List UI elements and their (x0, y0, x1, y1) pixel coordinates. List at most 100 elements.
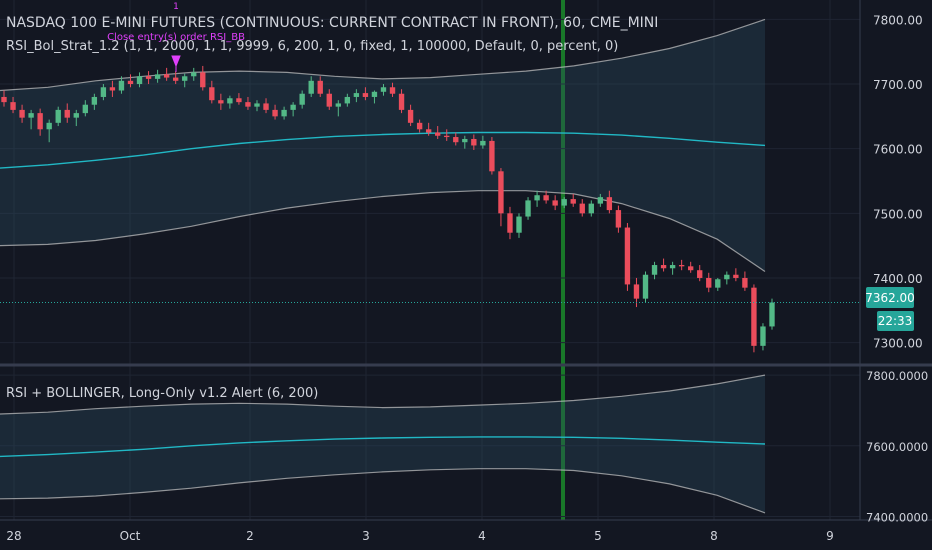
indicator-band-fill (0, 375, 765, 513)
basis-line (0, 131, 766, 169)
candle-body (751, 287, 757, 346)
candle-body (588, 203, 594, 214)
candle-body (471, 138, 477, 146)
candle-body (362, 93, 369, 97)
upper-band-line (0, 18, 766, 92)
candle-body (769, 302, 775, 327)
candle-body (353, 93, 360, 97)
candle-body (317, 80, 323, 94)
candle-body (706, 277, 712, 288)
candle-body (425, 129, 432, 133)
candle-body (561, 199, 567, 206)
bollinger-bands (0, 18, 766, 272)
candle-body (444, 135, 450, 138)
candle-body (10, 102, 16, 110)
candle-body (163, 74, 170, 78)
candle-body (326, 93, 332, 107)
candle-body (606, 197, 613, 211)
trade-marker-count: 1 (173, 2, 179, 12)
last-price-label: 7362.00 (865, 291, 915, 305)
candle-body (597, 197, 604, 204)
strategy-title[interactable]: RSI_Bol_Strat_1.2 (1, 1, 2000, 1, 1, 999… (6, 39, 618, 54)
candle-body (742, 277, 748, 288)
time-tick-label: 3 (362, 529, 370, 543)
candle-body (28, 113, 34, 118)
candle-body (389, 87, 396, 94)
candle-body (624, 227, 631, 285)
band-fill (0, 19, 765, 272)
candle-body (507, 213, 513, 233)
candle-body (579, 203, 585, 214)
candle-body (136, 76, 143, 85)
candle-body (688, 266, 694, 271)
candle-body (525, 200, 531, 217)
candle-body (109, 87, 116, 91)
candle-body (254, 103, 260, 107)
indicator-tick-label: 7400.0000 (866, 510, 928, 524)
candle-body (534, 195, 540, 201)
highlight-column (561, 0, 565, 520)
candle-body (290, 104, 296, 110)
indicator-basis-line (0, 436, 766, 458)
bar-countdown-label: 22:33 (878, 314, 913, 328)
time-tick-label: 8 (710, 529, 718, 543)
price-axis[interactable]: 7800.00 7700.00 7600.00 7500.00 7400.00 7300.… (866, 13, 928, 524)
time-axis[interactable]: 28 Oct 2 3 4 5 8 9 (6, 529, 833, 543)
candle-body (715, 279, 721, 288)
candle-body (724, 274, 730, 280)
candle-body (308, 80, 314, 94)
time-tick-label: 5 (594, 529, 602, 543)
candle-body (46, 122, 52, 130)
price-badge: 7362.00 22:33 (865, 287, 915, 331)
candle-body (191, 72, 197, 77)
candle-body (678, 265, 685, 267)
candle-body (227, 98, 233, 104)
price-tick-label: 7600.00 (873, 143, 923, 157)
time-tick-label: 4 (478, 529, 486, 543)
candle-body (209, 87, 215, 101)
candle-body (552, 200, 558, 206)
candle-body (100, 87, 107, 97)
candle-body (182, 76, 188, 81)
candle-body (453, 137, 459, 143)
candle-body (1, 96, 7, 103)
candle-body (200, 72, 206, 88)
candle-body (263, 103, 269, 110)
time-tick-label: 2 (246, 529, 254, 543)
price-tick-label: 7700.00 (873, 78, 923, 92)
candle-body (154, 74, 161, 79)
indicator-tick-label: 7800.0000 (866, 369, 928, 383)
candle-body (145, 76, 152, 79)
candle-body (281, 109, 287, 117)
candle-body (760, 326, 766, 346)
candle-body (73, 113, 79, 118)
candle-body (543, 195, 549, 201)
candle-body (615, 210, 622, 228)
candle-body (660, 265, 667, 269)
candle-body (669, 265, 676, 269)
candle-body (236, 98, 242, 103)
indicator-upper-line (0, 374, 766, 415)
candle-body (371, 91, 378, 97)
candle-body (407, 109, 414, 123)
pane-frame (0, 0, 932, 521)
symbol-title: NASDAQ 100 E-MINI FUTURES (CONTINUOUS: C… (6, 15, 658, 31)
candle-body (335, 103, 341, 107)
indicator-lower-line (0, 468, 766, 514)
trade-marker-label: Close entry(s) order RSI_BB (107, 32, 245, 43)
candle-body (651, 265, 658, 275)
candle-body (398, 93, 405, 110)
indicator-lines (0, 374, 766, 514)
candle-body (344, 96, 351, 104)
candle-body (642, 274, 649, 299)
candle-body (127, 80, 134, 85)
candle-body (697, 270, 703, 278)
candle-body (37, 113, 43, 130)
indicator-title[interactable]: RSI + BOLLINGER, Long-Only v1.2 Alert (6… (6, 386, 318, 401)
candle-body (19, 109, 25, 118)
candle-body (91, 96, 98, 105)
candle-body (380, 87, 387, 92)
candlestick-series (0, 65, 860, 353)
